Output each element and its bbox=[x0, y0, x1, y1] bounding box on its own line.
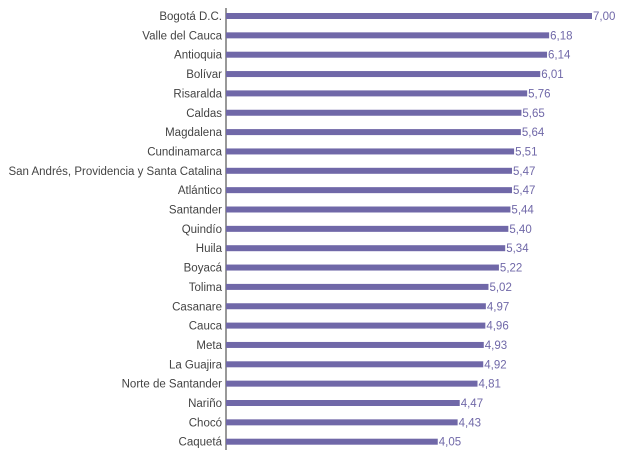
value-label: 5,47 bbox=[513, 185, 535, 197]
bar bbox=[226, 419, 458, 426]
value-label: 4,47 bbox=[461, 398, 483, 410]
value-label: 6,14 bbox=[548, 50, 571, 62]
value-label: 6,01 bbox=[541, 69, 563, 81]
bar bbox=[226, 264, 499, 271]
value-label: 4,81 bbox=[478, 379, 500, 391]
category-label: Cauca bbox=[189, 321, 223, 333]
bar bbox=[226, 51, 548, 58]
bar bbox=[226, 400, 460, 406]
value-label: 4,92 bbox=[484, 359, 506, 371]
category-label: Cundinamarca bbox=[147, 146, 222, 158]
value-label: 6,18 bbox=[550, 30, 572, 42]
bar bbox=[226, 341, 484, 348]
bar bbox=[226, 90, 528, 97]
bar bbox=[226, 283, 489, 290]
bar bbox=[226, 380, 478, 387]
value-label: 4,93 bbox=[485, 340, 507, 352]
bar bbox=[226, 303, 486, 310]
value-label: 4,97 bbox=[487, 301, 509, 313]
value-label: 5,40 bbox=[509, 224, 531, 236]
value-label: 5,47 bbox=[513, 166, 535, 178]
category-label: Caldas bbox=[186, 108, 222, 120]
bar bbox=[226, 13, 592, 19]
bar bbox=[226, 322, 486, 329]
category-label: Magdalena bbox=[165, 127, 223, 139]
bar bbox=[226, 32, 550, 39]
bar bbox=[226, 129, 521, 136]
bar bbox=[226, 109, 522, 116]
bar bbox=[226, 245, 506, 252]
value-label: 4,96 bbox=[486, 321, 508, 333]
category-labels: Bogotá D.C. Valle del Cauca Antioquia Bolív… bbox=[8, 11, 222, 449]
bar bbox=[226, 71, 541, 78]
category-label: Casanare bbox=[172, 301, 222, 313]
bar bbox=[226, 167, 513, 174]
category-label: Caquetá bbox=[179, 437, 223, 449]
value-label: 5,64 bbox=[522, 127, 545, 139]
bar bbox=[226, 148, 515, 155]
bar bbox=[226, 438, 438, 445]
category-label: Meta bbox=[196, 340, 222, 352]
value-label: 4,43 bbox=[459, 417, 481, 429]
category-label: Atlántico bbox=[178, 185, 222, 197]
bar bbox=[226, 187, 513, 194]
category-label: Boyacá bbox=[184, 263, 223, 275]
value-label: 5,51 bbox=[515, 146, 537, 158]
bar bbox=[226, 361, 484, 368]
category-label: La Guajira bbox=[169, 359, 223, 371]
value-label: 5,34 bbox=[506, 243, 529, 255]
category-label: San Andrés, Providencia y Santa Catalina bbox=[8, 166, 222, 178]
value-labels: 7,00 6,18 6,14 6,01 5,76 5,65 5,64 5,51 5,47 5,47… bbox=[439, 11, 616, 449]
category-label: Bogotá D.C. bbox=[159, 11, 222, 23]
value-label: 7,00 bbox=[593, 11, 615, 23]
value-label: 5,44 bbox=[511, 205, 534, 217]
category-label: Santander bbox=[169, 205, 222, 217]
category-label: Risaralda bbox=[173, 88, 222, 100]
value-label: 5,02 bbox=[489, 282, 511, 294]
value-label: 5,65 bbox=[522, 108, 544, 120]
category-label: Antioquia bbox=[174, 50, 223, 62]
category-label: Quindío bbox=[182, 224, 222, 236]
category-label: Chocó bbox=[189, 417, 222, 429]
bars bbox=[226, 13, 592, 445]
value-label: 5,76 bbox=[528, 88, 550, 100]
category-label: Norte de Santander bbox=[122, 379, 223, 391]
value-label: 4,05 bbox=[439, 437, 461, 449]
bar bbox=[226, 225, 509, 232]
bar bbox=[226, 206, 511, 213]
category-label: Huila bbox=[196, 243, 223, 255]
category-label: Nariño bbox=[188, 398, 222, 410]
category-label: Tolima bbox=[189, 282, 223, 294]
category-label: Bolívar bbox=[186, 69, 222, 81]
category-label: Valle del Cauca bbox=[142, 30, 222, 42]
value-label: 5,22 bbox=[500, 263, 522, 275]
